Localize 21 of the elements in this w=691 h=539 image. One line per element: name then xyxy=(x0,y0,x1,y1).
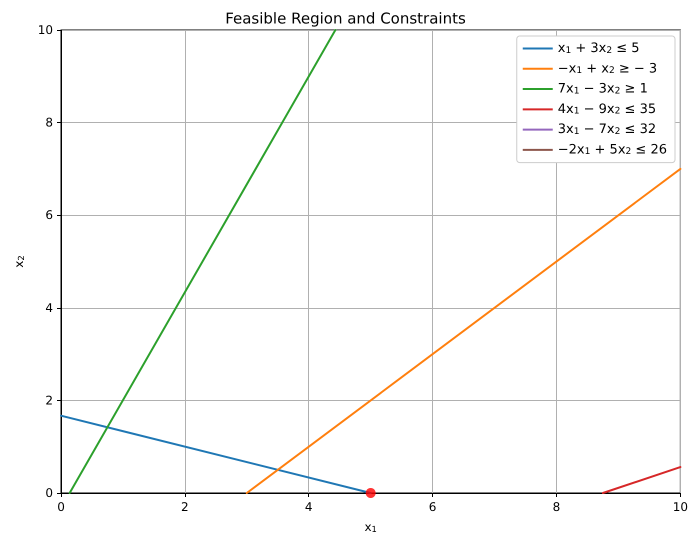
legend-label: 7x1 − 3x2 ≥ 1 xyxy=(558,82,648,97)
legend-label: 4x1 − 9x2 ≤ 35 xyxy=(558,102,656,117)
legend-label: x1 + 3x2 ≤ 5 xyxy=(558,41,640,56)
y-tick-label: 4 xyxy=(45,300,53,315)
legend-label: −2x1 + 5x2 ≤ 26 xyxy=(558,142,668,158)
x-tick-label: 2 xyxy=(181,500,189,514)
x-tick-label: 4 xyxy=(304,500,313,514)
x-tick-label: 0 xyxy=(57,500,65,514)
y-tick-label: 10 xyxy=(38,23,53,37)
y-tick-label: 2 xyxy=(45,393,53,408)
x-tick-label: 6 xyxy=(428,500,436,514)
legend-label: −x1 + x2 ≥ − 3 xyxy=(558,61,658,76)
legend-label: 3x1 − 7x2 ≤ 32 xyxy=(558,122,656,138)
chart-title: Feasible Region and Constraints xyxy=(225,10,466,28)
y-tick-label: 0 xyxy=(45,486,53,500)
y-tick-label: 8 xyxy=(45,116,53,130)
y-tick-label: 6 xyxy=(45,208,53,222)
x-tick-label: 10 xyxy=(672,500,688,514)
x-axis-title: x1 xyxy=(364,520,377,534)
y-axis-title: x2 xyxy=(12,255,26,268)
x-tick-label: 8 xyxy=(552,500,560,514)
